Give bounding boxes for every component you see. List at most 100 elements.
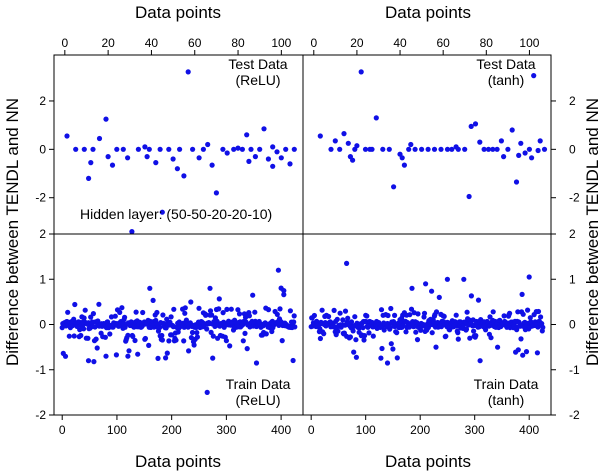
- bottom-left-point: [291, 319, 297, 325]
- top-right-point: [513, 179, 520, 185]
- bottom-right-point: [335, 328, 341, 334]
- bottom-right-xtick-label: 300: [465, 423, 485, 437]
- bottom-left-point: [85, 335, 91, 341]
- top-left-xtick-label: 40: [145, 36, 159, 50]
- bottom-right-point: [350, 328, 356, 334]
- bottom-left-point: [154, 309, 160, 316]
- bottom-right-point: [384, 360, 391, 366]
- bottom-right-point: [342, 308, 349, 314]
- bottom-right-point: [518, 336, 524, 342]
- bottom-right-point: [535, 308, 542, 315]
- top-right-point: [466, 193, 472, 200]
- bottom-right-point: [538, 314, 544, 320]
- top-left-xtick-label: 0: [61, 36, 68, 50]
- bottom-right-xtick-label: 0: [308, 423, 315, 437]
- bottom-left-point: [81, 315, 87, 321]
- bottom-right-point: [403, 329, 409, 335]
- bottom-left-point: [244, 346, 250, 352]
- top-right-point: [505, 146, 511, 152]
- bottom-right-point: [381, 327, 387, 333]
- bottom-left-xtick-label: 0: [59, 423, 66, 437]
- top-right-point: [537, 138, 543, 144]
- bottom-left-point: [102, 334, 108, 340]
- bottom-left-point: [94, 345, 100, 351]
- bottom-right-point: [414, 337, 421, 343]
- bottom-right-point: [321, 331, 327, 337]
- bottom-left-point: [240, 338, 246, 344]
- bottom-left-point: [223, 338, 229, 344]
- bottom-right-point: [364, 313, 370, 319]
- bottom-left-point: [107, 331, 113, 337]
- bottom-left-ytick-label: 0: [39, 318, 46, 332]
- bottom-right-ytick-label: -2: [569, 408, 580, 422]
- bottom-right-point: [444, 276, 450, 282]
- top-left-point: [120, 146, 126, 152]
- bottom-right-point: [455, 330, 461, 336]
- bottom-left-point: [194, 334, 200, 340]
- bottom-left-point: [292, 324, 298, 330]
- top-left-point: [265, 156, 271, 162]
- top-left-point: [231, 146, 237, 152]
- top-right-xtick-label: 100: [519, 36, 539, 50]
- left-y-title: Difference between TENDL and NN: [3, 98, 22, 366]
- bottom-right-point: [421, 310, 428, 316]
- bottom-left-point: [191, 342, 197, 348]
- bottom-right-ytick-label: 2: [569, 227, 576, 241]
- top-left-point: [90, 146, 96, 152]
- bottom-right-point: [388, 341, 394, 347]
- bottom-right-point: [334, 316, 340, 322]
- bottom-right-point: [352, 314, 358, 320]
- bottom-right-point: [467, 335, 473, 341]
- bottom-left-point: [236, 311, 243, 317]
- top-right-point: [401, 162, 407, 168]
- bottom-right-point: [527, 315, 533, 321]
- bottom-right-point: [326, 313, 332, 320]
- top-left-point: [185, 69, 191, 75]
- bottom-left-point: [210, 333, 216, 339]
- top-right-point: [472, 121, 479, 127]
- top-left-point: [135, 146, 141, 152]
- top-right-point: [522, 150, 528, 156]
- top-right-point: [516, 152, 522, 158]
- top-right-point: [481, 146, 487, 152]
- bottom-right-point: [540, 324, 546, 330]
- bottom-right-point: [495, 344, 501, 350]
- bottom-left-point: [204, 389, 210, 395]
- top-left-point: [235, 145, 241, 151]
- bottom-right-point: [443, 333, 449, 339]
- bottom-left-x-title: Data points: [135, 452, 221, 471]
- top-left-x-title: Data points: [135, 3, 221, 22]
- bottom-left-point: [126, 348, 132, 354]
- bottom-right-point: [392, 312, 398, 318]
- bottom-left-annotation: (ReLU): [235, 392, 280, 408]
- bottom-left-point: [194, 330, 200, 336]
- bottom-right-ytick-label: 0: [569, 318, 576, 332]
- bottom-left-point: [66, 333, 72, 339]
- top-left-point: [248, 146, 254, 152]
- bottom-left-ytick-label: 1: [39, 272, 46, 286]
- top-right-xtick-label: 20: [350, 36, 364, 50]
- top-left-point: [129, 229, 135, 235]
- bottom-left-point: [196, 305, 202, 311]
- top-left-point: [224, 150, 230, 156]
- top-right-point: [526, 146, 533, 152]
- bottom-left-point: [168, 314, 174, 320]
- top-right-point: [341, 131, 347, 137]
- bottom-right-point: [385, 312, 391, 319]
- bottom-left-point: [250, 292, 256, 298]
- top-left-point: [270, 144, 276, 150]
- bottom-right-point: [429, 288, 435, 294]
- bottom-left-point: [242, 330, 248, 336]
- top-left-point: [81, 146, 87, 152]
- bottom-left-xtick-label: 400: [271, 423, 291, 437]
- bottom-right-point: [415, 311, 421, 317]
- bottom-right-point: [429, 330, 435, 336]
- top-right-point: [518, 140, 524, 146]
- bottom-left-point: [269, 328, 275, 335]
- bottom-right-panel: 0 100 200 300 400 -2 -1 0 1 2 Train Data(tanh): [302, 227, 580, 437]
- bottom-left-xtick-label: 300: [216, 423, 236, 437]
- bottom-right-point: [361, 337, 367, 343]
- bottom-left-point: [228, 306, 234, 312]
- bottom-right-point: [477, 358, 483, 364]
- bottom-left-point: [155, 355, 161, 361]
